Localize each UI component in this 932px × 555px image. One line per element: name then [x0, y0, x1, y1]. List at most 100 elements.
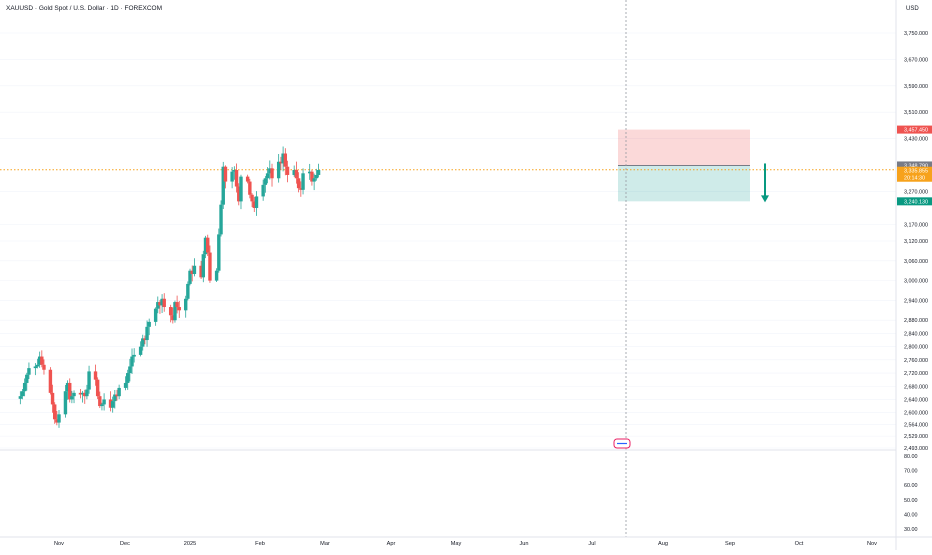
candle: [230, 167, 234, 189]
candle: [138, 341, 143, 357]
candle: [123, 376, 128, 391]
indicator-tick-label: 50.00: [904, 498, 918, 504]
candle-body: [223, 166, 228, 182]
candle-body: [132, 354, 136, 357]
candle: [248, 178, 252, 199]
candle: [78, 388, 83, 399]
y-tick-label: 3,170.000: [904, 222, 928, 228]
take-profit-zone[interactable]: [618, 165, 750, 202]
price-axis[interactable]: 3,750.000 3,670.000 3,590.000 3,510.000 3,43…: [904, 31, 928, 452]
candle: [263, 176, 268, 193]
arrow-down-icon[interactable]: [761, 163, 769, 203]
candle-body: [316, 170, 321, 175]
candle: [72, 390, 76, 404]
candle: [53, 402, 57, 424]
candle-body: [208, 252, 212, 281]
candle-body: [254, 196, 259, 208]
candle-body: [276, 161, 281, 179]
candle-body: [188, 270, 192, 284]
calendar-event-icon[interactable]: [613, 438, 631, 449]
x-tick-label: 2025: [184, 541, 196, 547]
candle: [63, 385, 68, 418]
candle: [223, 165, 228, 189]
candle: [117, 384, 121, 400]
candle-body: [312, 178, 316, 182]
currency-label[interactable]: USD: [906, 6, 919, 12]
candle: [171, 307, 175, 324]
candle: [190, 265, 194, 282]
candle: [70, 390, 74, 404]
candle-body: [87, 371, 91, 390]
candle-body: [18, 396, 23, 399]
candle-body: [158, 302, 162, 306]
candle: [156, 296, 160, 314]
candle-body: [83, 392, 87, 397]
candle-body: [301, 173, 305, 190]
candle-body: [78, 392, 83, 395]
candles: [18, 146, 321, 428]
x-tick-label: Feb: [255, 541, 265, 547]
x-tick-label: Jun: [519, 541, 528, 547]
x-tick-label: Aug: [658, 541, 668, 547]
candle-body: [72, 392, 76, 397]
candle: [168, 304, 173, 323]
candle-body: [237, 186, 241, 202]
candle: [141, 334, 145, 351]
candle-body: [53, 404, 57, 420]
candle-body: [296, 178, 301, 189]
candle: [192, 258, 197, 277]
countdown-label: 20:14:30: [904, 176, 925, 182]
y-tick-label: 2,760.000: [904, 358, 928, 364]
candle: [250, 193, 254, 208]
candle-body: [268, 168, 272, 174]
y-tick-label: 3,430.000: [904, 137, 928, 143]
candle-body: [186, 283, 190, 299]
candle: [203, 235, 208, 259]
candle-body: [234, 170, 239, 187]
short-position-tool[interactable]: [618, 129, 750, 202]
candle: [48, 367, 53, 395]
candle-body: [279, 161, 283, 164]
y-tick-label: 2,840.000: [904, 331, 928, 337]
candle: [42, 359, 46, 375]
stop-loss-zone[interactable]: [618, 129, 750, 166]
candle: [22, 378, 27, 397]
candle: [110, 396, 115, 413]
y-tick-label: 3,270.000: [904, 189, 928, 195]
candle: [68, 378, 72, 403]
candle: [57, 409, 61, 428]
candle-body: [80, 392, 85, 395]
symbol-title[interactable]: XAUUSD · Gold Spot / U.S. Dollar · 1D · …: [6, 5, 162, 12]
indicator-tick-label: 80.00: [904, 454, 918, 460]
candle-body: [177, 307, 181, 311]
time-axis[interactable]: Nov Dec 2025 Feb Mar Apr May Jun Jul Aug Sep Oct Nov: [54, 541, 877, 547]
candle-body: [184, 298, 188, 311]
y-tick-label: 3,060.000: [904, 259, 928, 265]
candle-body: [252, 201, 256, 208]
y-tick-label: 3,510.000: [904, 110, 928, 116]
stop-price-tag: [897, 125, 932, 134]
candle-body: [285, 166, 290, 175]
candle-body: [250, 194, 254, 202]
candle: [292, 165, 296, 177]
candle: [18, 391, 23, 405]
candle-body: [63, 391, 68, 415]
candle: [132, 348, 136, 363]
candle-body: [128, 366, 132, 374]
candle-body: [199, 265, 203, 278]
candle-body: [201, 254, 205, 278]
candle-body: [248, 181, 252, 195]
candle: [100, 402, 104, 411]
y-tick-label: 2,493.000: [904, 446, 928, 452]
candle-body: [265, 173, 270, 179]
candle: [299, 181, 303, 197]
candle-body: [156, 302, 160, 309]
candle-body: [214, 270, 219, 281]
candle: [153, 307, 158, 326]
x-tick-label: May: [451, 541, 462, 547]
candle-body: [40, 356, 44, 365]
y-tick-label: 2,940.000: [904, 298, 928, 304]
candle-body: [65, 382, 70, 392]
